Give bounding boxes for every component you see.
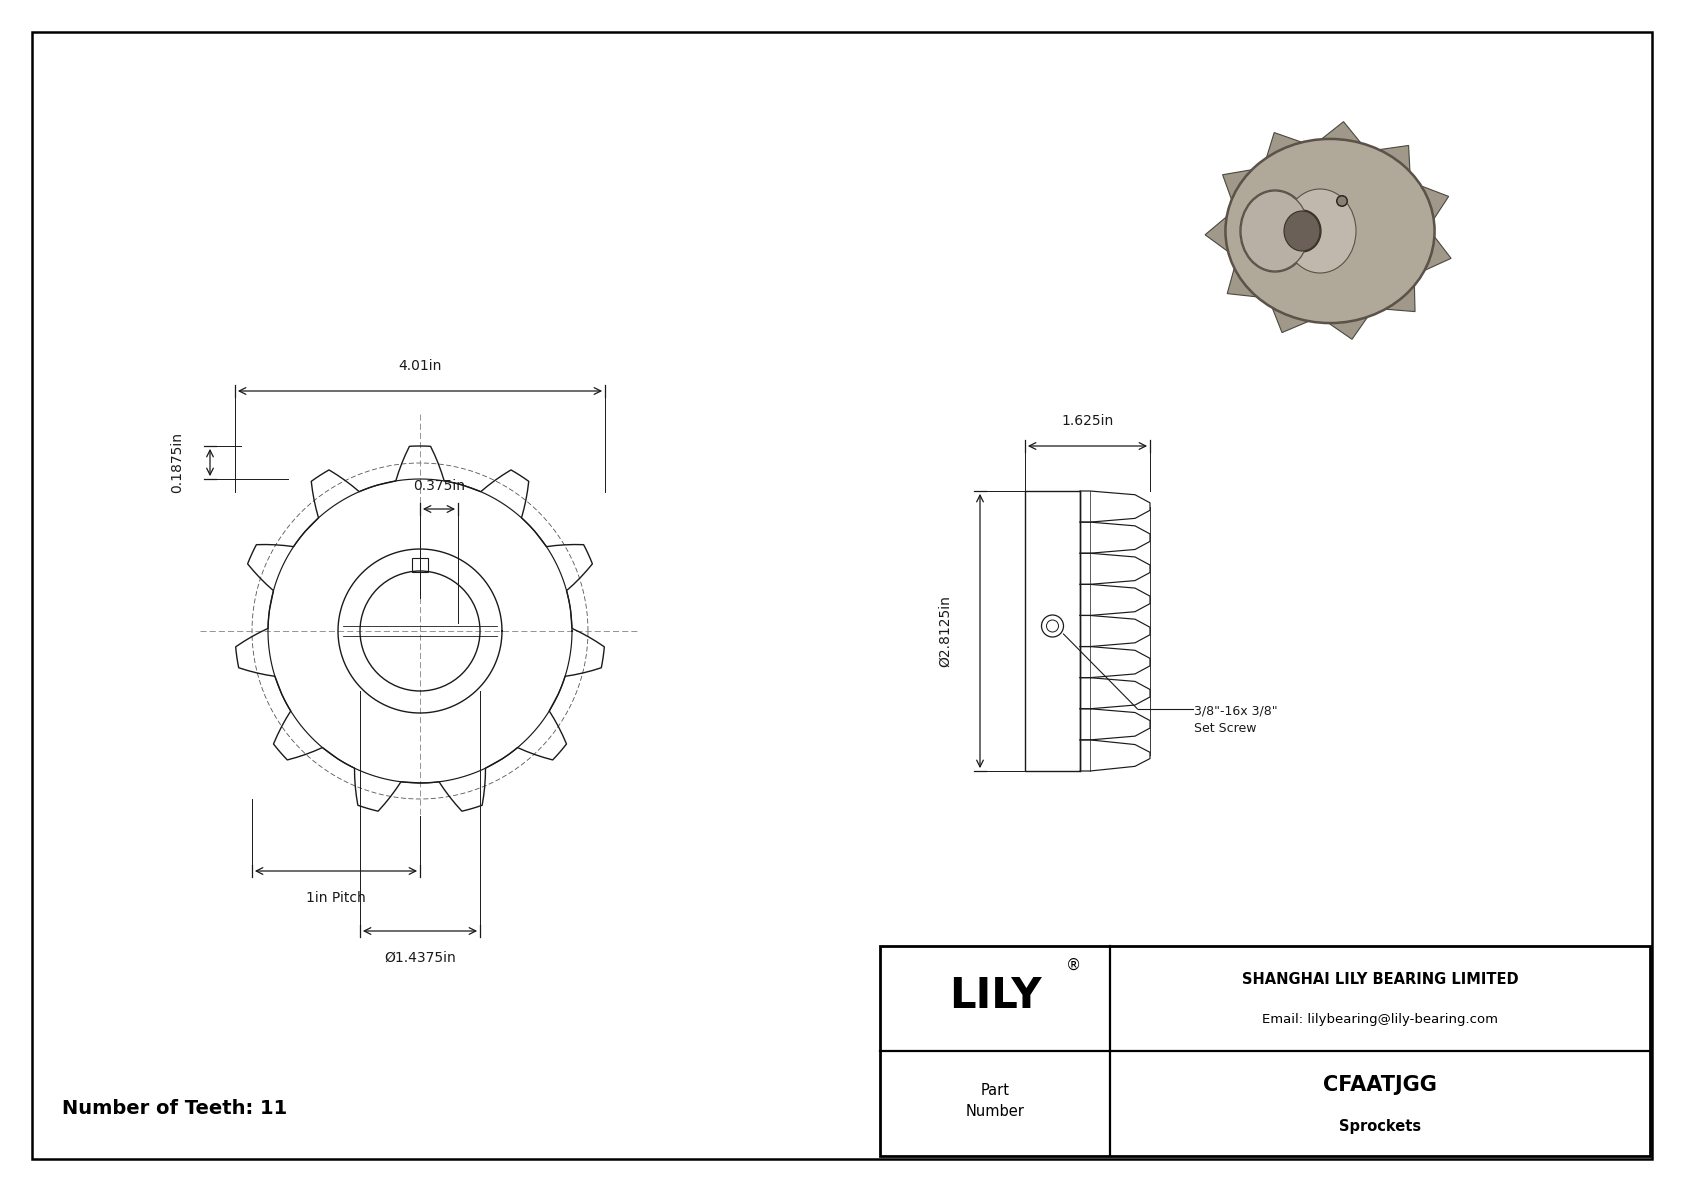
- Polygon shape: [1206, 217, 1228, 251]
- Ellipse shape: [1224, 138, 1435, 324]
- Ellipse shape: [1241, 191, 1308, 272]
- Text: 0.375in: 0.375in: [413, 479, 465, 493]
- Circle shape: [1337, 197, 1347, 206]
- Text: Sprockets: Sprockets: [1339, 1120, 1421, 1134]
- Polygon shape: [1273, 308, 1308, 332]
- Ellipse shape: [1283, 211, 1320, 251]
- Bar: [1026, 491, 1079, 771]
- Text: CFAATJGG: CFAATJGG: [1324, 1074, 1436, 1095]
- Polygon shape: [1266, 132, 1302, 157]
- Ellipse shape: [1239, 191, 1310, 272]
- Text: LILY: LILY: [948, 975, 1041, 1017]
- Circle shape: [1337, 195, 1347, 206]
- Polygon shape: [1223, 170, 1251, 199]
- Text: SHANGHAI LILY BEARING LIMITED: SHANGHAI LILY BEARING LIMITED: [1241, 972, 1519, 987]
- Text: 3/8"-16x 3/8"
Set Screw: 3/8"-16x 3/8" Set Screw: [1194, 704, 1278, 735]
- Text: Number of Teeth: 11: Number of Teeth: 11: [62, 1099, 288, 1118]
- Text: Part
Number: Part Number: [965, 1084, 1024, 1120]
- Bar: [413, 559, 428, 572]
- Polygon shape: [1322, 121, 1361, 143]
- Text: 0.1875in: 0.1875in: [170, 432, 184, 493]
- Ellipse shape: [1226, 139, 1435, 323]
- Polygon shape: [1379, 145, 1410, 172]
- Text: 1.625in: 1.625in: [1061, 414, 1113, 428]
- Text: Ø1.4375in: Ø1.4375in: [384, 950, 456, 965]
- Polygon shape: [1386, 286, 1415, 312]
- Text: Email: lilybearing@lily-bearing.com: Email: lilybearing@lily-bearing.com: [1261, 1014, 1499, 1025]
- Polygon shape: [1329, 318, 1367, 339]
- Text: 1in Pitch: 1in Pitch: [306, 891, 365, 905]
- Text: ®: ®: [1066, 958, 1081, 972]
- Text: 4.01in: 4.01in: [399, 358, 441, 373]
- Polygon shape: [1228, 269, 1256, 297]
- Text: Ø2.8125in: Ø2.8125in: [938, 596, 951, 667]
- Ellipse shape: [1283, 189, 1356, 273]
- Bar: [881, 946, 1650, 1156]
- Polygon shape: [1421, 186, 1448, 219]
- Ellipse shape: [1283, 210, 1320, 252]
- Polygon shape: [1425, 237, 1452, 270]
